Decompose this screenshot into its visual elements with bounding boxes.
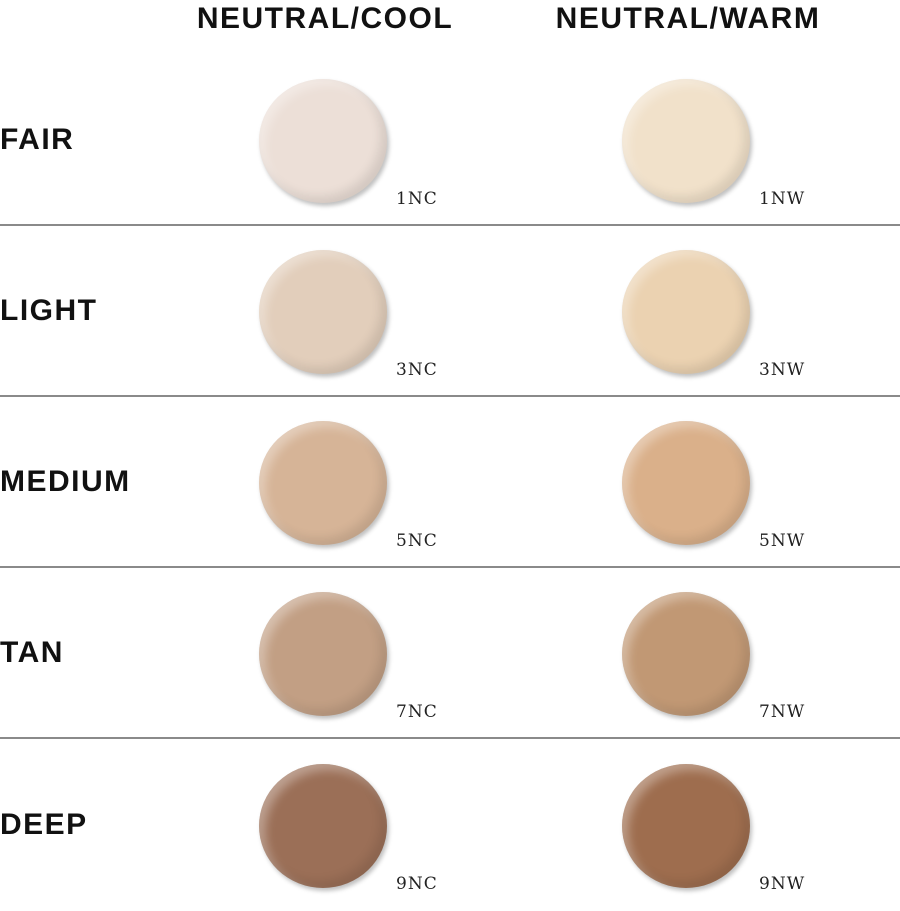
row-label: TAN — [0, 636, 64, 669]
shade-code: 5NC — [396, 531, 438, 551]
row-divider — [0, 566, 900, 568]
shade-swatch — [259, 250, 387, 374]
row-label: LIGHT — [0, 294, 98, 327]
shade-row-fair: FAIR 1NC 1NW — [0, 55, 900, 226]
row-label: DEEP — [0, 808, 88, 841]
shade-swatch — [622, 250, 750, 374]
shade-code: 3NC — [396, 360, 438, 380]
row-label: MEDIUM — [0, 465, 131, 498]
shade-swatch — [622, 421, 750, 545]
shade-swatch — [259, 421, 387, 545]
shade-swatch — [622, 79, 750, 203]
column-header-neutral-warm: NEUTRAL/WARM — [555, 2, 821, 35]
shade-code: 7NC — [396, 702, 438, 722]
shade-row-light: LIGHT 3NC 3NW — [0, 226, 900, 397]
shade-code: 9NW — [759, 874, 806, 894]
shade-swatch — [622, 764, 750, 888]
shade-row-tan: TAN 7NC 7NW — [0, 568, 900, 739]
row-divider — [0, 737, 900, 739]
shade-code: 7NW — [759, 702, 806, 722]
shade-row-medium: MEDIUM 5NC 5NW — [0, 397, 900, 568]
shade-swatch — [622, 592, 750, 716]
shade-code: 3NW — [759, 360, 806, 380]
shade-row-deep: DEEP 9NC 9NW — [0, 740, 900, 911]
row-divider — [0, 395, 900, 397]
column-header-neutral-cool: NEUTRAL/COOL — [196, 2, 454, 35]
shade-swatch — [259, 79, 387, 203]
row-label: FAIR — [0, 123, 75, 156]
shade-code: 9NC — [396, 874, 438, 894]
shade-swatch — [259, 764, 387, 888]
row-divider — [0, 224, 900, 226]
shade-swatch — [259, 592, 387, 716]
shade-code: 1NW — [759, 189, 806, 209]
shade-code: 1NC — [396, 189, 438, 209]
shade-code: 5NW — [759, 531, 806, 551]
